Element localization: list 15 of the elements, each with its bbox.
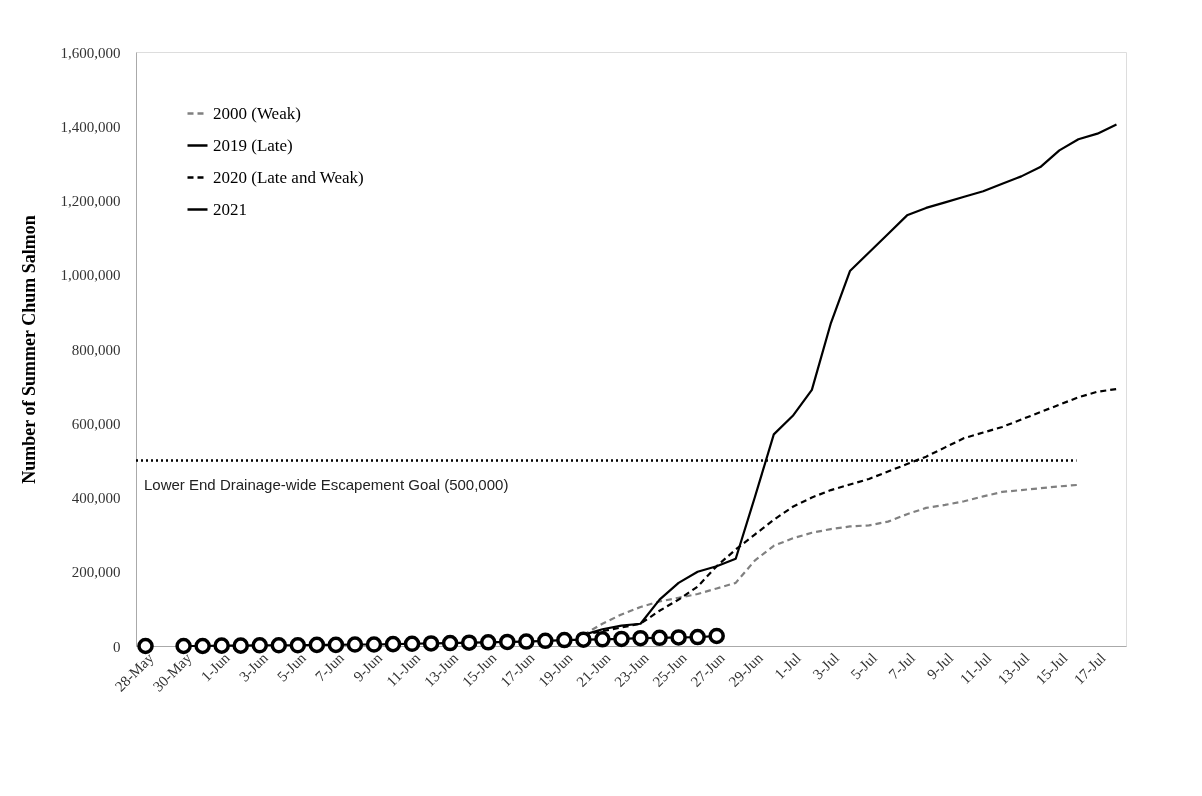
y-tick-label: 600,000 (71, 415, 121, 432)
y-tick-label: 400,000 (71, 490, 121, 506)
ref-line-label: Lower End Drainage-wide Escapement Goal (500,000) (144, 476, 509, 494)
y-tick-label: 200,000 (71, 564, 121, 581)
legend-label: 2000 (Weak) (213, 103, 301, 123)
y-tick-label: 1,000,000 (60, 267, 121, 284)
y-axis-title: Number of Summer Chum Salmon (18, 215, 39, 484)
y-tick-label: 1,200,000 (60, 193, 121, 209)
legend-label: 2021 (213, 199, 247, 219)
legend-label: 2020 (Late and Weak) (213, 167, 364, 187)
y-tick-label: 1,400,000 (60, 118, 121, 135)
legend-label: 2019 (Late) (213, 135, 293, 155)
y-tick-label: 1,600,000 (60, 44, 121, 61)
y-tick-label: 0 (113, 638, 121, 655)
y-tick-label: 800,000 (71, 341, 121, 358)
